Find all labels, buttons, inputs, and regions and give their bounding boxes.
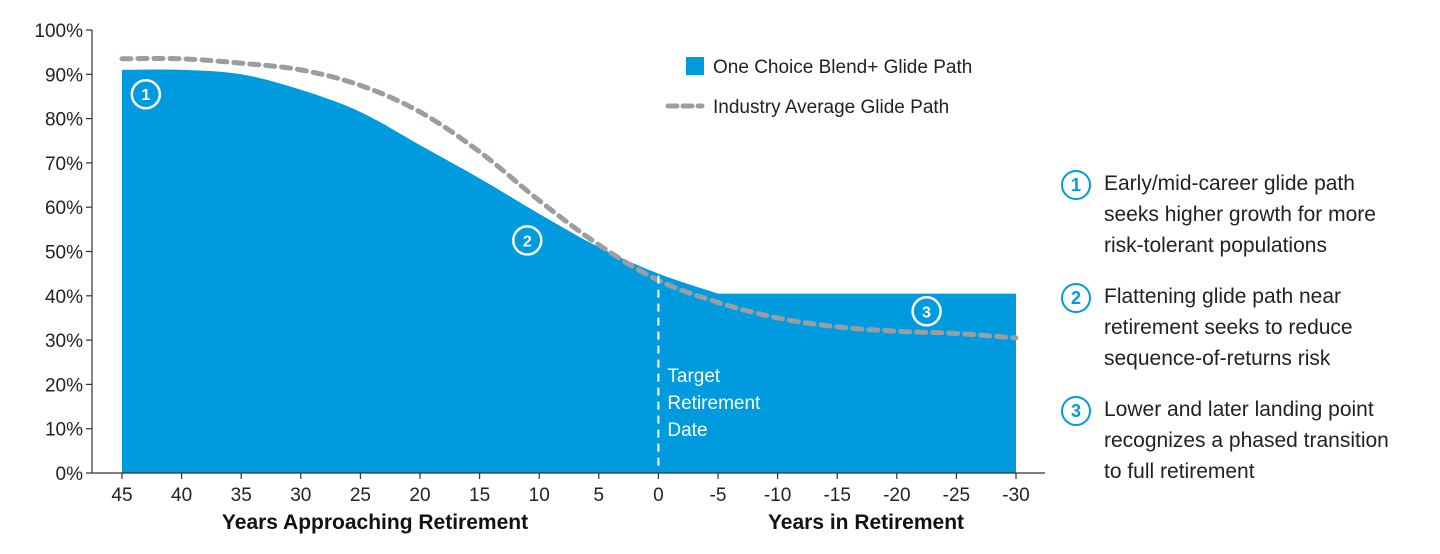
note-text: Lower and later landing point recognizes… <box>1104 394 1438 487</box>
note-text: Flattening glide path near retirement se… <box>1104 281 1438 374</box>
legend-label-blend: One Choice Blend+ Glide Path <box>713 57 972 78</box>
note-1: 1 Early/mid-career glide path seeks high… <box>1058 168 1438 261</box>
blend-glide-path-area <box>122 69 1016 473</box>
target-label-line: Date <box>667 420 707 441</box>
marker-number: 1 <box>141 87 150 104</box>
y-tick-label: 90% <box>45 65 83 86</box>
marker-number: 2 <box>523 233 532 250</box>
x-tick-label: -5 <box>710 485 727 506</box>
marker-circle <box>512 225 543 256</box>
industry-average-glide-path-line <box>119 55 1019 341</box>
y-tick-label: 10% <box>45 420 83 441</box>
x-axis-title-approaching: Years Approaching Retirement <box>222 511 528 534</box>
x-tick-label: 0 <box>653 485 664 506</box>
y-axis-ticks: 100% 90% 80% 70% 60% 50% 40% 30% 20% 10% 0% <box>34 21 92 485</box>
x-tick-label: -20 <box>883 485 910 506</box>
note-2: 2 Flattening glide path near retirement … <box>1058 281 1438 374</box>
marker-circle <box>130 78 162 110</box>
legend: One Choice Blend+ Glide Path Industry Av… <box>665 57 972 118</box>
y-tick-label: 80% <box>45 110 83 131</box>
note-number-badge: 3 <box>1061 396 1091 426</box>
target-label-line: Retirement <box>667 393 761 414</box>
x-tick-label: 40 <box>171 485 192 506</box>
x-tick-label: 10 <box>529 485 550 506</box>
note-line: risk-tolerant populations <box>1104 234 1327 257</box>
x-tick-label: -30 <box>1002 485 1029 506</box>
note-3: 3 Lower and later landing point recogniz… <box>1058 394 1438 487</box>
y-tick-label: 100% <box>34 21 83 42</box>
y-tick-label: 20% <box>45 375 83 396</box>
y-tick-label: 30% <box>45 331 83 352</box>
x-tick-label: 15 <box>469 485 490 506</box>
note-line: recognizes a phased transition <box>1104 429 1389 452</box>
x-tick-label: 30 <box>290 485 311 506</box>
x-tick-label: 35 <box>231 485 252 506</box>
y-tick-label: 0% <box>56 464 84 485</box>
x-axis-title-in-retirement: Years in Retirement <box>768 511 964 534</box>
x-axis-ticks: 45 40 35 30 25 20 15 10 5 0 -5 -10 -15 -20 -25 -30 <box>111 473 1030 506</box>
y-tick-label: 50% <box>45 243 83 264</box>
target-retirement-date-label: Target Retirement Date <box>667 366 761 441</box>
note-line: Flattening glide path near <box>1104 285 1341 308</box>
x-tick-label: 5 <box>594 485 605 506</box>
legend-label-industry: Industry Average Glide Path <box>713 97 949 118</box>
note-number-badge: 1 <box>1061 170 1091 200</box>
note-text: Early/mid-career glide path seeks higher… <box>1104 168 1438 261</box>
note-line: Early/mid-career glide path <box>1104 172 1355 195</box>
note-number-badge: 2 <box>1061 283 1091 313</box>
y-tick-label: 60% <box>45 198 83 219</box>
chart-markers: 1 2 3 <box>130 78 942 327</box>
x-tick-label: -10 <box>764 485 791 506</box>
note-line: retirement seeks to reduce <box>1104 316 1353 339</box>
x-tick-label: -15 <box>823 485 850 506</box>
x-tick-label: 45 <box>111 485 132 506</box>
x-tick-label: -25 <box>943 485 970 506</box>
x-tick-label: 25 <box>350 485 371 506</box>
target-label-line: Target <box>667 366 721 387</box>
glide-path-notes: 1 Early/mid-career glide path seeks high… <box>1058 168 1438 507</box>
note-line: Lower and later landing point <box>1104 398 1374 421</box>
note-line: seeks higher growth for more <box>1104 203 1376 226</box>
marker-number: 3 <box>922 304 931 321</box>
x-tick-label: 20 <box>409 485 430 506</box>
y-tick-label: 40% <box>45 287 83 308</box>
marker-circle <box>911 296 942 327</box>
legend-swatch-blend <box>686 57 704 75</box>
note-line: sequence-of-returns risk <box>1104 347 1331 370</box>
note-line: to full retirement <box>1104 460 1255 483</box>
y-tick-label: 70% <box>45 154 83 175</box>
